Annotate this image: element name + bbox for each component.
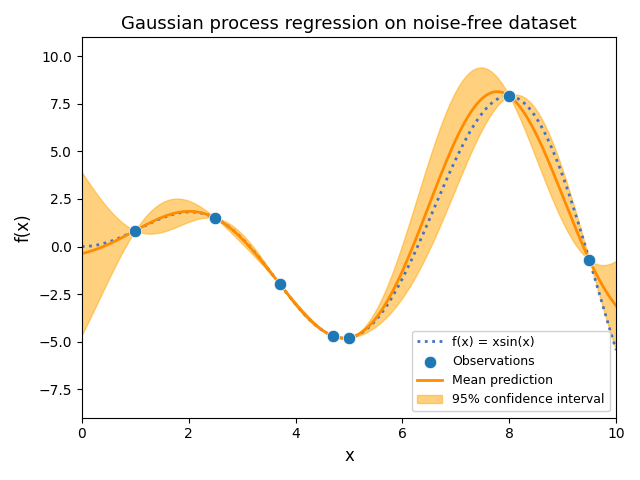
- Observations: [584, 256, 595, 264]
- Title: Gaussian process regression on noise-free dataset: Gaussian process regression on noise-fre…: [121, 15, 577, 33]
- f(x) = xsin(x): [132, 227, 140, 233]
- Legend: f(x) = xsin(x), Observations, Mean prediction, 95% confidence interval: f(x) = xsin(x), Observations, Mean predi…: [412, 331, 610, 411]
- f(x) = xsin(x): [495, 96, 502, 101]
- Observations: [130, 227, 140, 234]
- Mean prediction: [132, 227, 140, 233]
- f(x) = xsin(x): [505, 93, 513, 99]
- Y-axis label: f(x): f(x): [15, 213, 33, 242]
- Observations: [211, 214, 221, 222]
- Mean prediction: [493, 89, 501, 95]
- Mean prediction: [445, 151, 453, 157]
- Observations: [328, 332, 338, 340]
- f(x) = xsin(x): [294, 304, 301, 310]
- Observations: [275, 280, 285, 288]
- f(x) = xsin(x): [504, 93, 512, 99]
- Line: Mean prediction: Mean prediction: [82, 92, 616, 338]
- f(x) = xsin(x): [314, 324, 321, 329]
- Line: f(x) = xsin(x): f(x) = xsin(x): [82, 96, 616, 350]
- Mean prediction: [506, 93, 513, 99]
- Mean prediction: [340, 336, 348, 341]
- f(x) = xsin(x): [612, 347, 620, 353]
- Observations: [504, 92, 515, 100]
- Mean prediction: [294, 304, 301, 310]
- Observations: [344, 334, 354, 342]
- Mean prediction: [78, 251, 86, 256]
- f(x) = xsin(x): [78, 244, 86, 250]
- X-axis label: x: x: [344, 447, 354, 465]
- Mean prediction: [314, 324, 321, 329]
- Mean prediction: [496, 89, 504, 95]
- f(x) = xsin(x): [445, 172, 452, 178]
- Mean prediction: [612, 303, 620, 309]
